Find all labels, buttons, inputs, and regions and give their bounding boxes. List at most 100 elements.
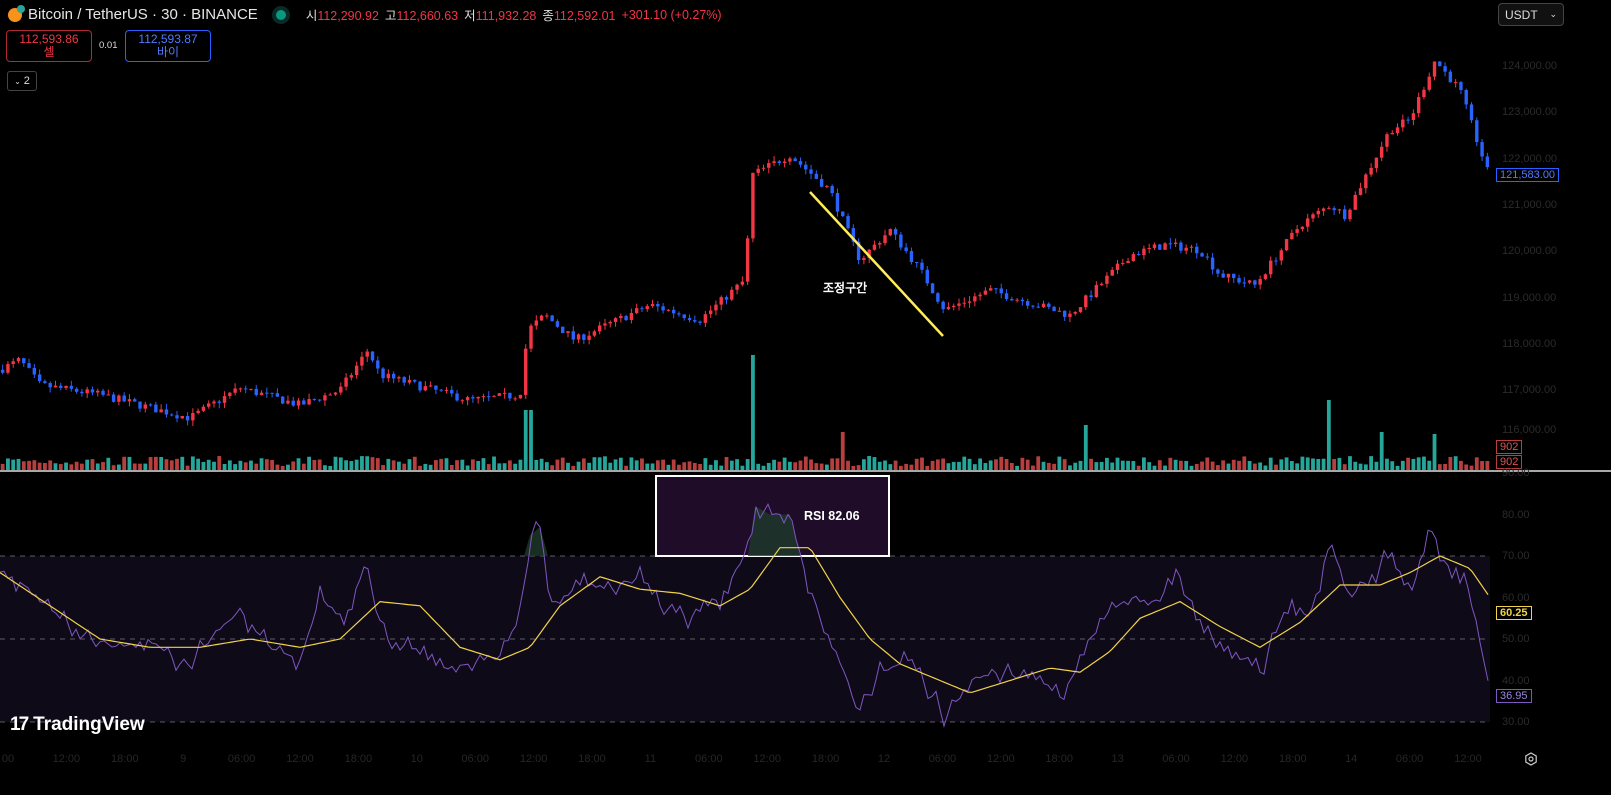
candle-body[interactable]	[999, 288, 1003, 294]
volume-bar[interactable]	[1173, 459, 1178, 470]
candle-body[interactable]	[994, 288, 998, 290]
symbol-title[interactable]: Bitcoin / TetherUS · 30 · BINANCE	[28, 6, 258, 23]
volume-bar[interactable]	[275, 464, 280, 470]
candle-body[interactable]	[291, 400, 295, 406]
volume-bar[interactable]	[1115, 457, 1120, 470]
volume-bar[interactable]	[58, 464, 63, 470]
candle-body[interactable]	[32, 367, 37, 375]
volume-bar[interactable]	[502, 463, 507, 470]
volume-bar[interactable]	[1041, 461, 1046, 470]
volume-bar[interactable]	[782, 457, 787, 470]
candle-body[interactable]	[471, 397, 475, 399]
candle-body[interactable]	[925, 269, 929, 284]
volume-bar[interactable]	[1411, 458, 1416, 470]
volume-bar[interactable]	[328, 465, 333, 470]
volume-bar[interactable]	[1353, 461, 1358, 470]
volume-bar[interactable]	[397, 461, 401, 470]
volume-bar[interactable]	[465, 465, 470, 470]
candle-body[interactable]	[756, 168, 760, 173]
candle-body[interactable]	[719, 297, 723, 305]
volume-bar[interactable]	[1342, 464, 1347, 470]
volume-bar[interactable]	[1337, 457, 1342, 470]
volume-bar[interactable]	[6, 458, 10, 470]
candle-body[interactable]	[133, 399, 137, 402]
volume-bar[interactable]	[1126, 460, 1130, 470]
volume-bar[interactable]	[518, 459, 523, 470]
volume-bar[interactable]	[893, 460, 898, 470]
candle-body[interactable]	[518, 394, 523, 399]
volume-bar[interactable]	[898, 465, 903, 470]
candle-body[interactable]	[259, 392, 264, 395]
candle-body[interactable]	[788, 158, 792, 162]
volume-bar[interactable]	[555, 459, 560, 470]
volume-bar[interactable]	[724, 457, 729, 470]
candle-body[interactable]	[693, 320, 697, 322]
candle-body[interactable]	[1469, 104, 1474, 121]
volume-bar[interactable]	[1316, 458, 1321, 470]
candle-body[interactable]	[809, 169, 813, 174]
volume-bar[interactable]	[428, 464, 433, 470]
candle-body[interactable]	[450, 389, 454, 394]
candle-body[interactable]	[1057, 310, 1062, 312]
candle-body[interactable]	[566, 331, 570, 334]
volume-bar[interactable]	[460, 459, 465, 470]
volume-bar[interactable]	[1448, 457, 1453, 470]
candle-body[interactable]	[767, 163, 771, 168]
volume-bar[interactable]	[1395, 465, 1400, 470]
candle-body[interactable]	[825, 186, 829, 188]
volume-bar[interactable]	[507, 460, 512, 470]
candle-body[interactable]	[106, 394, 111, 396]
volume-bar[interactable]	[1168, 457, 1173, 470]
volume-bar[interactable]	[571, 465, 576, 470]
volume-bar[interactable]	[1295, 463, 1300, 470]
volume-bar[interactable]	[793, 462, 798, 470]
volume-bar[interactable]	[1078, 460, 1083, 470]
volume-bar[interactable]	[27, 460, 31, 470]
candle-body[interactable]	[1068, 313, 1072, 317]
candle-body[interactable]	[370, 351, 375, 361]
volume-bar[interactable]	[803, 456, 808, 470]
candle-body[interactable]	[1247, 280, 1252, 283]
candle-body[interactable]	[1290, 232, 1294, 240]
candle-body[interactable]	[550, 315, 554, 322]
candle-body[interactable]	[434, 385, 438, 390]
volume-bar[interactable]	[1469, 465, 1474, 470]
trend-line-drawing[interactable]	[809, 191, 944, 337]
market-status-icon[interactable]	[275, 9, 286, 20]
candle-body[interactable]	[423, 386, 428, 391]
candle-body[interactable]	[11, 361, 15, 365]
volume-bar[interactable]	[301, 463, 306, 470]
volume-bar[interactable]	[835, 458, 840, 470]
candle-body[interactable]	[154, 404, 158, 413]
candle-body[interactable]	[899, 234, 903, 248]
volume-bar[interactable]	[333, 456, 338, 470]
volume-bar[interactable]	[629, 457, 634, 470]
volume-bar[interactable]	[323, 465, 327, 470]
volume-bar[interactable]	[95, 463, 100, 470]
volume-bar[interactable]	[909, 464, 914, 470]
candle-body[interactable]	[487, 396, 491, 398]
volume-bar[interactable]	[476, 460, 481, 470]
candle-body[interactable]	[1475, 120, 1479, 143]
candle-body[interactable]	[37, 374, 42, 382]
volume-bar[interactable]	[164, 459, 169, 470]
volume-bar[interactable]	[69, 464, 74, 470]
volume-bar[interactable]	[692, 462, 697, 470]
volume-bar[interactable]	[1363, 464, 1368, 470]
candle-body[interactable]	[666, 309, 671, 311]
candle-body[interactable]	[1121, 263, 1125, 265]
candle-body[interactable]	[243, 388, 248, 390]
volume-bar[interactable]	[1400, 460, 1405, 470]
candle-body[interactable]	[196, 410, 200, 414]
candle-body[interactable]	[608, 322, 612, 324]
volume-bar[interactable]	[1163, 465, 1167, 470]
volume-bar[interactable]	[539, 458, 544, 470]
volume-bar[interactable]	[1152, 465, 1157, 470]
volume-bar[interactable]	[935, 459, 940, 470]
volume-bar[interactable]	[708, 464, 713, 470]
candle-body[interactable]	[1004, 293, 1009, 300]
volume-bar[interactable]	[946, 463, 951, 470]
volume-bar[interactable]	[872, 457, 877, 470]
candle-body[interactable]	[804, 164, 808, 170]
volume-bar[interactable]	[735, 459, 739, 470]
